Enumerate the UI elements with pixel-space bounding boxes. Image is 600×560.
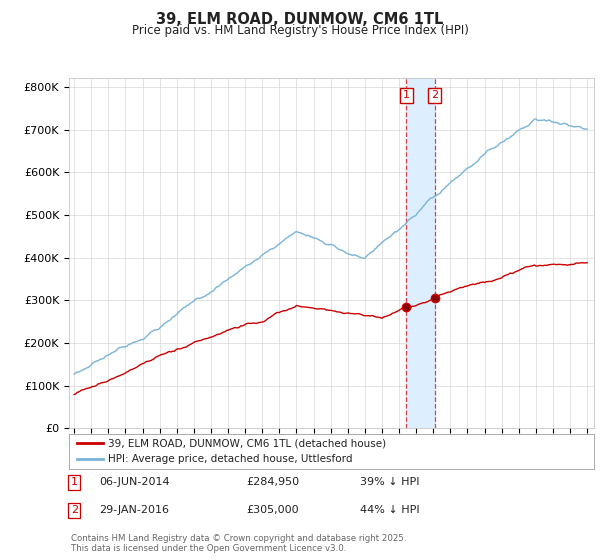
Text: 1: 1 [71, 477, 78, 487]
Text: 29-JAN-2016: 29-JAN-2016 [99, 505, 169, 515]
Text: 2: 2 [71, 505, 78, 515]
Text: 2: 2 [431, 91, 438, 100]
Text: 39% ↓ HPI: 39% ↓ HPI [360, 477, 419, 487]
Text: Price paid vs. HM Land Registry's House Price Index (HPI): Price paid vs. HM Land Registry's House … [131, 24, 469, 36]
Text: 39, ELM ROAD, DUNMOW, CM6 1TL (detached house): 39, ELM ROAD, DUNMOW, CM6 1TL (detached … [109, 438, 386, 449]
Text: 44% ↓ HPI: 44% ↓ HPI [360, 505, 419, 515]
Text: HPI: Average price, detached house, Uttlesford: HPI: Average price, detached house, Uttl… [109, 454, 353, 464]
Text: 06-JUN-2014: 06-JUN-2014 [99, 477, 170, 487]
Text: £284,950: £284,950 [246, 477, 299, 487]
Text: £305,000: £305,000 [246, 505, 299, 515]
Text: Contains HM Land Registry data © Crown copyright and database right 2025.
This d: Contains HM Land Registry data © Crown c… [71, 534, 406, 553]
Bar [406, 78, 434, 428]
Text: 39, ELM ROAD, DUNMOW, CM6 1TL: 39, ELM ROAD, DUNMOW, CM6 1TL [157, 12, 443, 27]
Text: 1: 1 [403, 91, 410, 100]
